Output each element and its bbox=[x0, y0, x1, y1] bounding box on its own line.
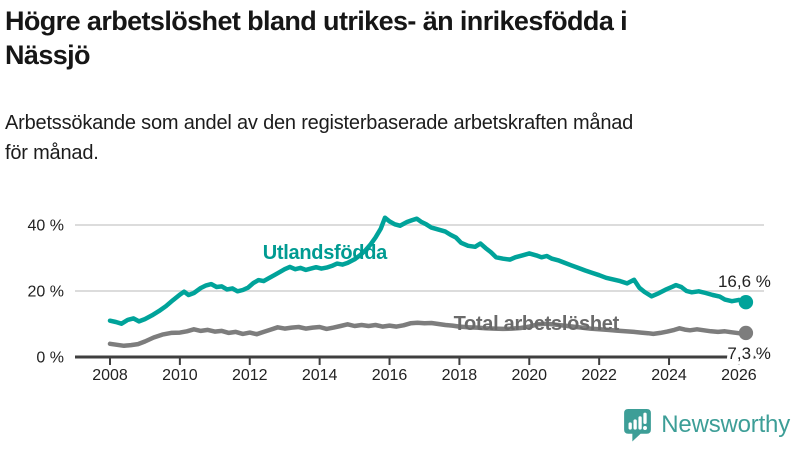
end-value-label: 7,3 % bbox=[727, 344, 770, 363]
x-axis-tick-label: 2018 bbox=[442, 367, 478, 384]
bar-medium bbox=[633, 419, 638, 430]
exclamation-dot bbox=[643, 426, 648, 430]
exclamation-bar bbox=[643, 412, 647, 424]
y-axis-tick-label: 0 % bbox=[36, 350, 64, 367]
x-axis-tick-label: 2024 bbox=[651, 367, 687, 384]
bar-tall bbox=[638, 416, 643, 430]
chart-header: Högre arbetslöshet bland utrikes- än inr… bbox=[5, 4, 794, 168]
x-axis-tick-label: 2012 bbox=[232, 367, 268, 384]
page-title: Högre arbetslöshet bland utrikes- än inr… bbox=[5, 6, 628, 70]
speech-bubble-shape bbox=[624, 409, 652, 442]
series-label-total-arbetsl-shet: Total arbetslöshet bbox=[454, 313, 620, 335]
x-axis-tick-label: 2010 bbox=[162, 367, 198, 384]
x-axis-tick-label: 2022 bbox=[581, 367, 617, 384]
x-axis-tick-label: 2020 bbox=[511, 367, 547, 384]
y-axis-tick-label: 20 % bbox=[28, 284, 64, 301]
series-end-dot bbox=[738, 325, 754, 341]
series-label-utlandsf-dda: Utlandsfödda bbox=[263, 242, 388, 264]
x-axis-tick-label: 2016 bbox=[372, 367, 408, 384]
y-axis-tick-label: 40 % bbox=[28, 218, 64, 235]
newsworthy-bubble-chart-icon bbox=[624, 409, 652, 442]
newsworthy-wordmark: Newsworthy bbox=[661, 411, 790, 438]
series-line-utlandsf-dda bbox=[107, 215, 749, 326]
newsworthy-logo[interactable]: Newsworthy bbox=[623, 408, 790, 442]
x-axis-tick-label: 2008 bbox=[92, 367, 128, 384]
x-axis-tick-label: 2026 bbox=[721, 367, 757, 384]
bar-small bbox=[628, 422, 633, 430]
series-end-dot bbox=[738, 295, 754, 310]
x-axis-tick-label: 2014 bbox=[302, 367, 338, 384]
page-subtitle: Arbetssökande som andel av den registerb… bbox=[5, 112, 634, 164]
end-value-label: 16,6 % bbox=[718, 272, 771, 291]
series-line-total-arbetsl-shet bbox=[107, 320, 749, 349]
